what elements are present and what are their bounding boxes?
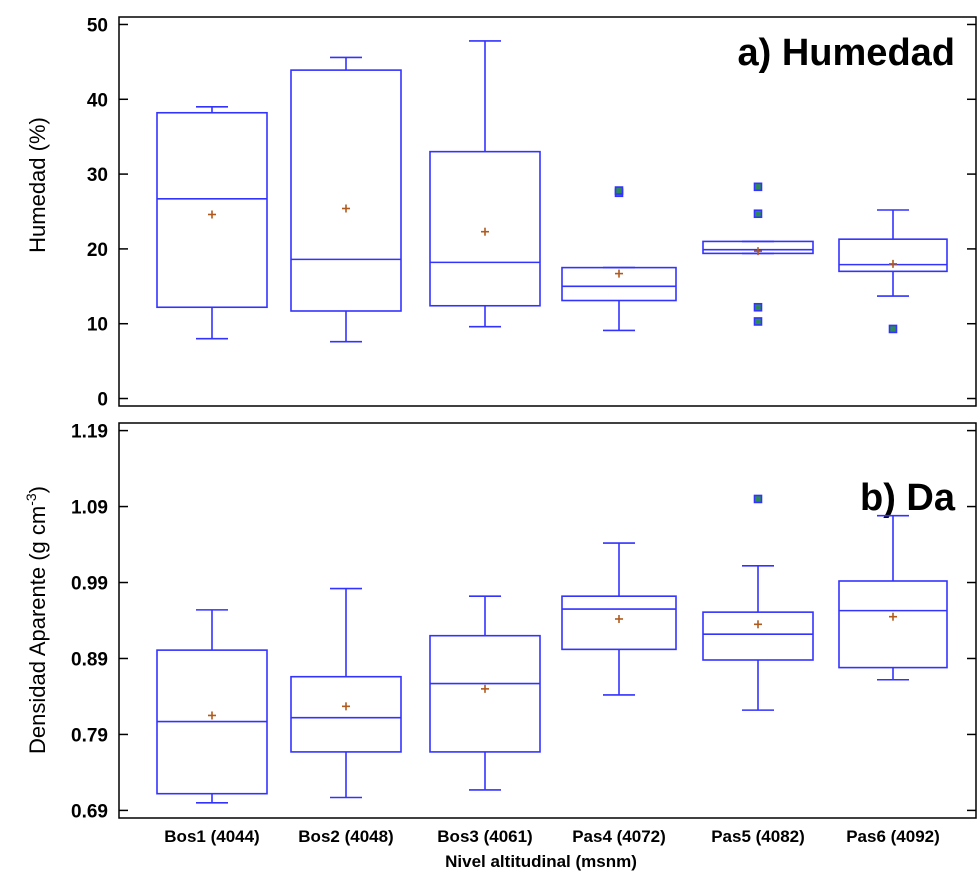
box-humedad-5: [702, 182, 814, 326]
x-category-label: Bos3 (4061): [437, 827, 532, 846]
y-ticks-humedad: 0 10 20 30 40 50: [87, 15, 976, 411]
box-densidad-4: [561, 542, 677, 696]
box-densidad-2: [290, 587, 402, 799]
y-tick-label-humedad: 0: [97, 390, 108, 411]
mean-marker: [208, 711, 216, 720]
outlier-point: [888, 324, 898, 334]
y-ticks-densidad: 0.69 0.79 0.89 0.99 1.09 1.19: [71, 422, 976, 822]
box-iqr: [838, 238, 948, 273]
box-iqr: [561, 595, 677, 651]
x-axis-title: Nivel altitudinal (msnm): [445, 852, 637, 871]
y-tick-label-humedad: 30: [87, 165, 108, 186]
mean-marker: [615, 269, 623, 278]
y-tick-label-humedad: 50: [87, 15, 108, 36]
y-tick-label-densidad: 0.89: [71, 649, 108, 670]
box-densidad-1: [156, 609, 268, 804]
y-tick-label-densidad: 0.79: [71, 725, 108, 746]
box-iqr: [429, 150, 541, 307]
mean-marker: [208, 210, 216, 219]
y-axis-title-densidad: Densidad Aparente (g cm-3): [23, 486, 50, 754]
mean-marker: [342, 204, 350, 213]
mean-marker: [481, 684, 489, 693]
box-iqr: [838, 580, 948, 669]
plot-frame-densidad: [118, 422, 977, 819]
y-axis-title-sup: -3: [23, 493, 39, 506]
box-iqr: [561, 266, 677, 302]
x-category-label: Pas4 (4072): [572, 827, 666, 846]
y-axis-title-end: ): [25, 486, 50, 493]
boxes-densidad: [156, 494, 948, 804]
y-tick-label-densidad: 0.99: [71, 574, 108, 595]
x-category-label: Pas6 (4092): [846, 827, 940, 846]
outlier-point: [614, 186, 624, 195]
x-category-label: Pas5 (4082): [711, 827, 805, 846]
box-humedad-4: [561, 186, 677, 332]
box-densidad-5: [702, 494, 814, 711]
y-tick-label-densidad: 1.09: [71, 498, 108, 519]
box-humedad-6: [838, 209, 948, 334]
box-iqr: [290, 69, 402, 312]
y-tick-label-humedad: 20: [87, 240, 108, 261]
mean-marker: [889, 259, 897, 268]
mean-marker: [615, 614, 623, 623]
y-tick-label-densidad: 1.19: [71, 422, 108, 443]
panel-humedad: a) Humedad Humedad (%) 0 10 20 30 40 50: [25, 15, 977, 411]
box-humedad-1: [156, 105, 268, 340]
box-humedad-3: [429, 40, 541, 328]
outlier-point: [753, 302, 763, 312]
panel-title-humedad: a) Humedad: [738, 32, 955, 74]
mean-marker: [754, 620, 762, 629]
x-category-label: Bos2 (4048): [298, 827, 393, 846]
plot-frame-humedad: [118, 16, 977, 407]
outlier-point: [753, 209, 763, 219]
box-iqr: [702, 611, 814, 661]
x-category-labels: Bos1 (4044) Bos2 (4048) Bos3 (4061) Pas4 (4…: [164, 827, 940, 846]
box-densidad-6: [838, 514, 948, 681]
panel-densidad: b) Da Densidad Aparente (g cm-3) 0.69 0.7…: [23, 422, 977, 871]
box-iqr: [429, 634, 541, 753]
panel-title-densidad: b) Da: [860, 477, 956, 519]
mean-marker: [342, 702, 350, 711]
mean-marker: [754, 247, 762, 256]
outlier-point: [753, 182, 763, 192]
box-densidad-3: [429, 595, 541, 791]
outlier-point: [753, 494, 763, 504]
box-humedad-2: [290, 56, 402, 343]
y-tick-label-humedad: 10: [87, 315, 108, 336]
x-category-label: Bos1 (4044): [164, 827, 259, 846]
box-iqr: [156, 111, 268, 309]
y-tick-label-humedad: 40: [87, 90, 108, 111]
y-axis-title-humedad: Humedad (%): [25, 117, 50, 253]
mean-marker: [481, 227, 489, 236]
box-iqr: [290, 675, 402, 753]
boxes-humedad: [156, 40, 948, 343]
mean-marker: [889, 612, 897, 621]
y-axis-title-main: Densidad Aparente (g cm: [25, 506, 50, 754]
outlier-point: [753, 317, 763, 326]
y-tick-label-densidad: 0.69: [71, 801, 108, 822]
